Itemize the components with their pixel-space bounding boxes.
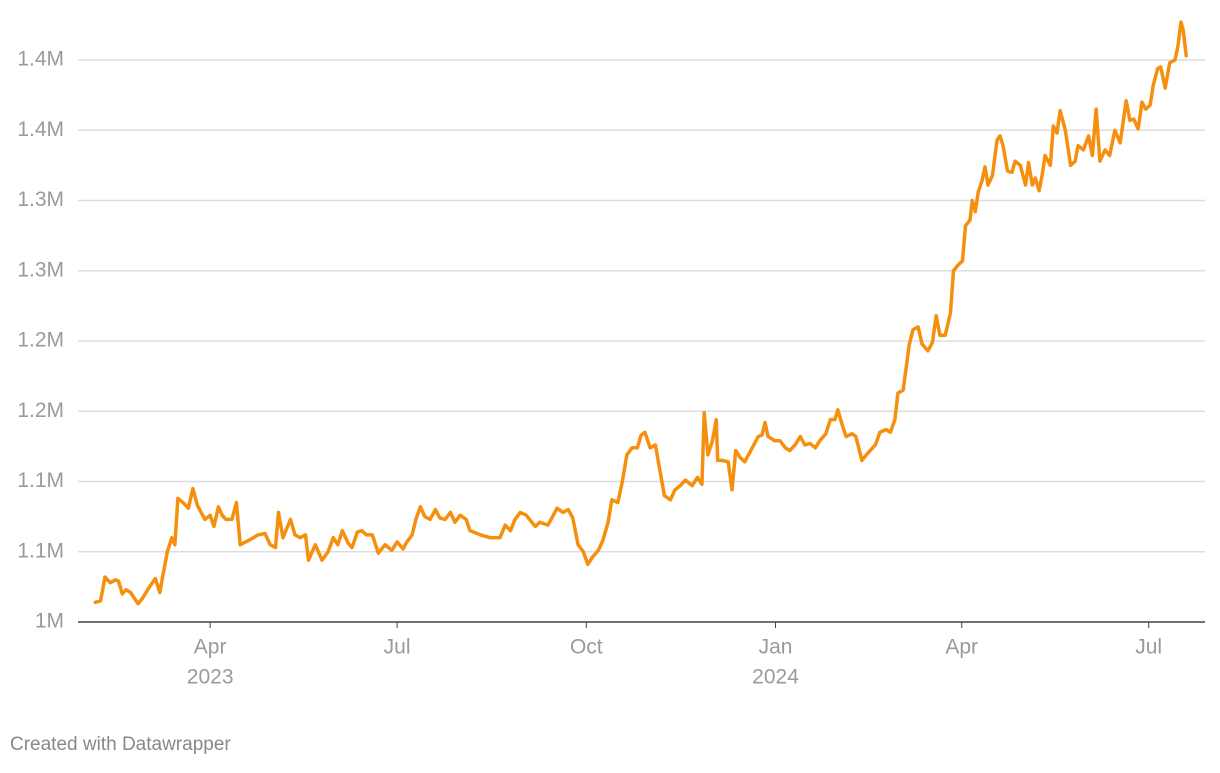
y-tick-label: 1.1M — [17, 469, 64, 492]
y-tick-label: 1.3M — [17, 258, 64, 281]
x-tick-label: Jul — [1135, 636, 1162, 659]
x-tick-label: Jul — [384, 636, 411, 659]
y-tick-label: 1.4M — [17, 48, 64, 71]
y-tick-label: 1M — [35, 610, 64, 633]
y-tick-label: 1.1M — [17, 539, 64, 562]
year-label: 2024 — [752, 666, 799, 689]
price-line — [93, 20, 1188, 606]
x-tick-label: Oct — [570, 636, 603, 659]
y-tick-label: 1.2M — [17, 329, 64, 352]
year-label: 2023 — [187, 666, 234, 689]
x-tick-label: Apr — [945, 636, 978, 659]
y-tick-label: 1.3M — [17, 188, 64, 211]
y-tick-label: 1.4M — [17, 118, 64, 141]
x-tick-label: Jan — [759, 636, 793, 659]
footer: Created with Datawrapper — [10, 734, 231, 755]
x-tick-label: Apr — [194, 636, 227, 659]
y-tick-label: 1.2M — [17, 399, 64, 422]
